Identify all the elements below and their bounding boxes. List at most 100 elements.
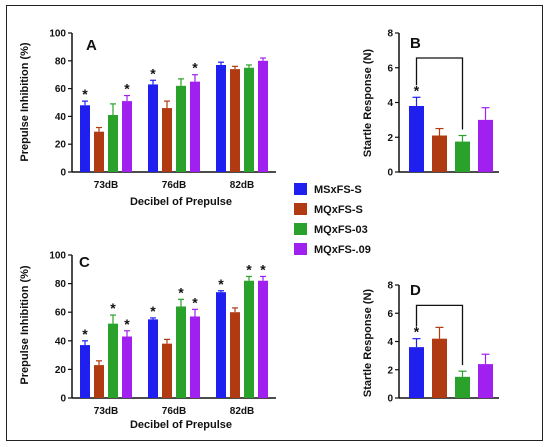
legend-swatch xyxy=(294,183,307,195)
legend-label: MSxFS-S xyxy=(314,184,362,196)
panel-c-bar xyxy=(80,345,90,398)
panel-c-letter: C xyxy=(79,254,90,271)
panel-b-sig-star: * xyxy=(414,82,420,98)
panel-c-sig-star: * xyxy=(260,261,266,277)
panel-c-bar xyxy=(108,323,118,398)
panel-b-bar xyxy=(455,141,470,172)
panel-b-ytick-label: 0 xyxy=(387,168,393,179)
panel-a-bar xyxy=(122,101,132,172)
panel-c-sig-star: * xyxy=(192,294,198,310)
panel-a-ytick-label: 0 xyxy=(60,168,66,179)
panel-c-sig-star: * xyxy=(82,326,88,342)
legend-label: MQxFS-S xyxy=(314,204,363,216)
panel-d-ytick-label: 6 xyxy=(387,309,393,320)
panel-b-ytick-label: 8 xyxy=(387,29,393,40)
legend: MSxFS-S MQxFS-S MQxFS-03 MQxFS-.09 xyxy=(294,183,371,256)
panel-b-ytick-label: 6 xyxy=(387,63,393,74)
panel-a-xlabel: Decibel of Prepulse xyxy=(130,196,232,208)
panel-c-sig-star: * xyxy=(110,300,116,316)
panel-d-ytick-label: 8 xyxy=(387,281,393,292)
panel-a-bar xyxy=(176,85,186,172)
panel-c-ylabel: Prepulse Inhibition (%) xyxy=(19,265,31,385)
panel-c-bar xyxy=(94,365,104,398)
panel-a-bar xyxy=(148,84,158,172)
panel-b-sig-bracket xyxy=(415,57,464,130)
panel-a-ytick-label: 20 xyxy=(55,140,67,151)
panel-d: D Startle Response (N) 0 2 4 6 8 * xyxy=(362,281,499,405)
panel-a-ytick-label: 60 xyxy=(55,84,67,95)
panel-c-bar xyxy=(216,292,226,398)
panel-a-bar xyxy=(230,69,240,172)
panel-a: A Prepulse Inhibition (%) Decibel of Pre… xyxy=(19,29,276,208)
panel-b: B Startle Response (N) 0 2 4 6 8 * xyxy=(362,29,499,179)
legend-swatch xyxy=(294,243,307,255)
panel-a-sig-star: * xyxy=(82,86,88,102)
panel-a-bar xyxy=(162,108,172,172)
panel-a-xtick-label: 76dB xyxy=(162,180,186,191)
panel-c-bar xyxy=(230,312,240,398)
panel-a-bar xyxy=(244,67,254,172)
panel-c-xlabel: Decibel of Prepulse xyxy=(130,419,232,431)
panel-c-sig-star: * xyxy=(178,284,184,300)
legend-swatch xyxy=(294,203,307,215)
panel-a-letter: A xyxy=(86,37,97,54)
panel-d-bar xyxy=(432,338,447,398)
panel-a-ytick-label: 80 xyxy=(55,56,67,67)
panel-c-sig-star: * xyxy=(124,316,130,332)
panel-d-letter: D xyxy=(410,282,421,299)
panel-a-bar xyxy=(94,131,104,172)
legend-swatch xyxy=(294,223,307,235)
panel-a-bar xyxy=(80,105,90,172)
panel-d-bar xyxy=(409,347,424,398)
panel-a-sig-star: * xyxy=(124,81,130,97)
panel-a-ytick-label: 40 xyxy=(55,112,67,123)
panel-a-sig-star: * xyxy=(150,65,156,81)
panel-a-bar xyxy=(190,81,200,172)
panel-c-bar xyxy=(176,306,186,398)
panel-d-bar xyxy=(478,364,493,398)
panel-b-ytick-label: 2 xyxy=(387,133,393,144)
panel-c-ytick-label: 20 xyxy=(55,365,67,376)
panel-b-letter: B xyxy=(410,35,421,52)
panel-c-ytick-label: 80 xyxy=(55,279,67,290)
panel-c-xtick-label: 76dB xyxy=(162,406,186,417)
panel-c-bar xyxy=(258,280,268,398)
panel-b-bar xyxy=(478,119,493,172)
panel-a-xtick-label: 82dB xyxy=(230,180,254,191)
legend-label: MQxFS-.09 xyxy=(314,244,371,256)
panel-a-ylabel: Prepulse Inhibition (%) xyxy=(19,42,31,162)
panel-d-bar xyxy=(455,376,470,398)
panel-d-sig-bracket xyxy=(415,304,464,366)
panel-c-bar xyxy=(122,336,132,398)
panel-a-bar xyxy=(258,60,268,172)
panel-a-bar xyxy=(108,115,118,172)
panel-d-ytick-label: 4 xyxy=(387,337,393,348)
panel-c-ytick-label: 0 xyxy=(60,394,66,405)
panel-c-ytick-label: 100 xyxy=(49,251,66,262)
panel-b-ytick-label: 4 xyxy=(387,98,393,109)
panel-a-bar xyxy=(216,64,226,172)
legend-label: MQxFS-03 xyxy=(314,224,368,236)
panel-c-sig-star: * xyxy=(218,276,224,292)
panel-c-bar xyxy=(162,343,172,398)
panel-d-sig-star: * xyxy=(414,324,420,340)
panel-d-ytick-label: 2 xyxy=(387,365,393,376)
panel-c-ytick-label: 60 xyxy=(55,308,67,319)
panel-d-ytick-label: 0 xyxy=(387,394,393,405)
panel-b-bar xyxy=(432,135,447,172)
panel-c-xtick-label: 82dB xyxy=(230,406,254,417)
panel-c-bar xyxy=(148,319,158,398)
panel-c-xtick-label: 73dB xyxy=(94,406,118,417)
panel-d-ylabel: Startle Response (N) xyxy=(362,289,374,398)
panel-a-ytick-label: 100 xyxy=(49,29,66,40)
panel-c-sig-star: * xyxy=(246,261,252,277)
panel-c: C Prepulse Inhibition (%) Decibel of Pre… xyxy=(19,251,276,431)
panel-c-bar xyxy=(244,280,254,398)
panel-c-bar xyxy=(190,316,200,398)
panel-c-ytick-label: 40 xyxy=(55,336,67,347)
panel-c-sig-star: * xyxy=(150,303,156,319)
panel-b-ylabel: Startle Response (N) xyxy=(362,49,374,158)
panel-a-sig-star: * xyxy=(192,60,198,76)
